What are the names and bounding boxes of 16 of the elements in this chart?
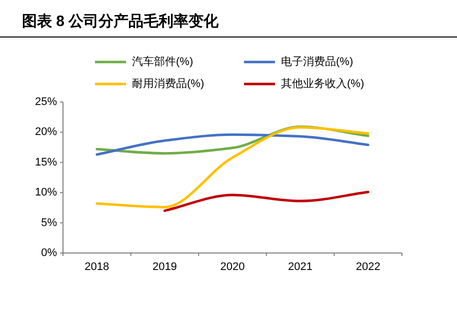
y-tick-label: 25% [34, 96, 58, 108]
legend-label: 耐用消费品(%) [132, 77, 204, 90]
y-tick-label: 0% [41, 247, 58, 259]
y-tick-label: 15% [34, 156, 58, 168]
y-tick-label: 20% [34, 126, 58, 138]
x-tick-label: 2021 [288, 261, 313, 273]
y-tick-label: 10% [34, 186, 58, 199]
legend-label: 电子消费品(%) [281, 55, 354, 68]
x-tick-label: 2022 [356, 261, 380, 273]
legend-label: 汽车部件(%) [132, 55, 194, 68]
legend-label: 其他业务收入(%) [281, 77, 364, 90]
x-tick-label: 2020 [220, 261, 245, 273]
chart-title: 图表 8 公司分产品毛利率变化 [22, 12, 220, 30]
x-tick-label: 2018 [84, 261, 110, 273]
y-tick-label: 5% [41, 216, 58, 229]
x-tick-label: 2019 [152, 261, 177, 273]
